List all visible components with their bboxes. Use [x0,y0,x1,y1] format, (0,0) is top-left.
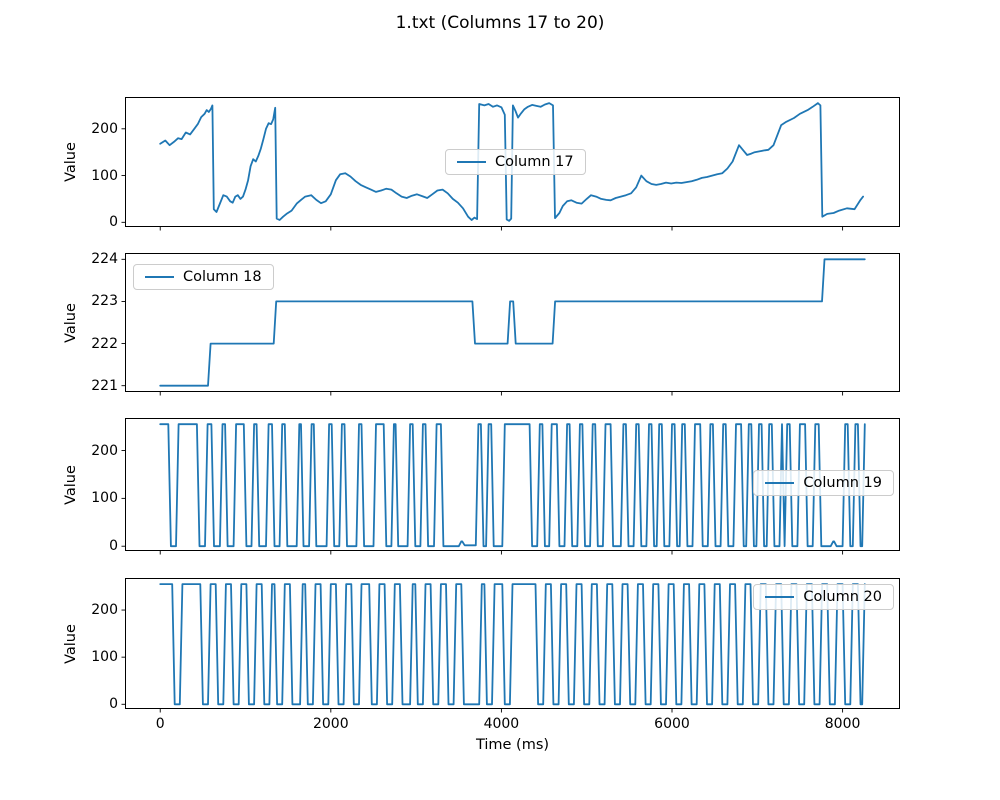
legend-column-19: Column 19 [753,470,894,496]
series-line-column-18 [159,258,866,387]
subplot-column-17: 0 100 200 Value Column 17 [63,97,900,231]
legend-label: Column 17 [495,154,574,170]
y-tick-label: 224 [91,251,118,268]
subplot-column-18: 221 222 223 224 Value Column 18 [63,251,900,396]
plot-area-column-18 [121,253,900,396]
x-tick-label: 0 [155,716,165,732]
legend-line-sample [765,482,795,484]
y-tick-label: 0 [109,538,118,555]
x-tick-label: 6000 [654,716,690,732]
x-tick-label: 4000 [483,716,520,732]
y-axis-label-text: Value [63,302,80,343]
y-tick-label: 200 [91,120,118,137]
y-axis-label-text: Value [63,623,80,664]
legend-label: Column 18 [183,269,262,285]
legend-column-17: Column 17 [445,149,586,175]
y-tick-label: 100 [91,649,118,666]
y-tick-label: 222 [91,335,118,352]
plot-area-column-17 [121,97,900,231]
x-axis-label: Time (ms) [475,737,550,753]
y-tick-label: 100 [91,490,118,507]
y-tick-label: 200 [91,442,118,459]
y-axis-label: Value [63,97,79,227]
series-line-column-19 [159,423,866,548]
y-axis-label: Value [63,253,79,392]
x-tick-label: 8000 [824,716,861,732]
legend-line-sample [145,276,174,278]
y-axis-label: Value [63,578,79,709]
legend-label: Column 20 [803,589,882,605]
y-tick-label: 100 [91,167,118,184]
legend-column-20: Column 20 [753,584,894,610]
x-tick-label: 2000 [312,716,349,732]
y-axis-label-text: Value [63,142,80,182]
y-tick-label: 0 [109,696,118,713]
series-line-column-20 [159,583,866,706]
legend-column-18: Column 18 [133,264,274,290]
y-axis-label: Value [63,418,79,551]
legend-line-sample [457,161,486,163]
plot-area-column-20 [121,578,900,713]
subplot-column-19: 0 100 200 Value Column 19 [63,418,900,555]
subplot-column-20: 0 100 200 Value Column 20 0 2000 4000 6000 800… [63,578,900,753]
y-tick-label: 221 [91,377,118,394]
y-tick-label: 0 [109,214,118,231]
legend-label: Column 19 [803,475,882,491]
figure-title: 1.txt (Columns 17 to 20) [395,13,605,33]
y-tick-label: 200 [91,602,118,619]
legend-line-sample [765,596,795,598]
y-axis-label-text: Value [63,464,80,505]
y-tick-label: 223 [91,293,118,310]
plot-area-column-19 [121,418,900,555]
series-line-column-17 [159,102,864,222]
